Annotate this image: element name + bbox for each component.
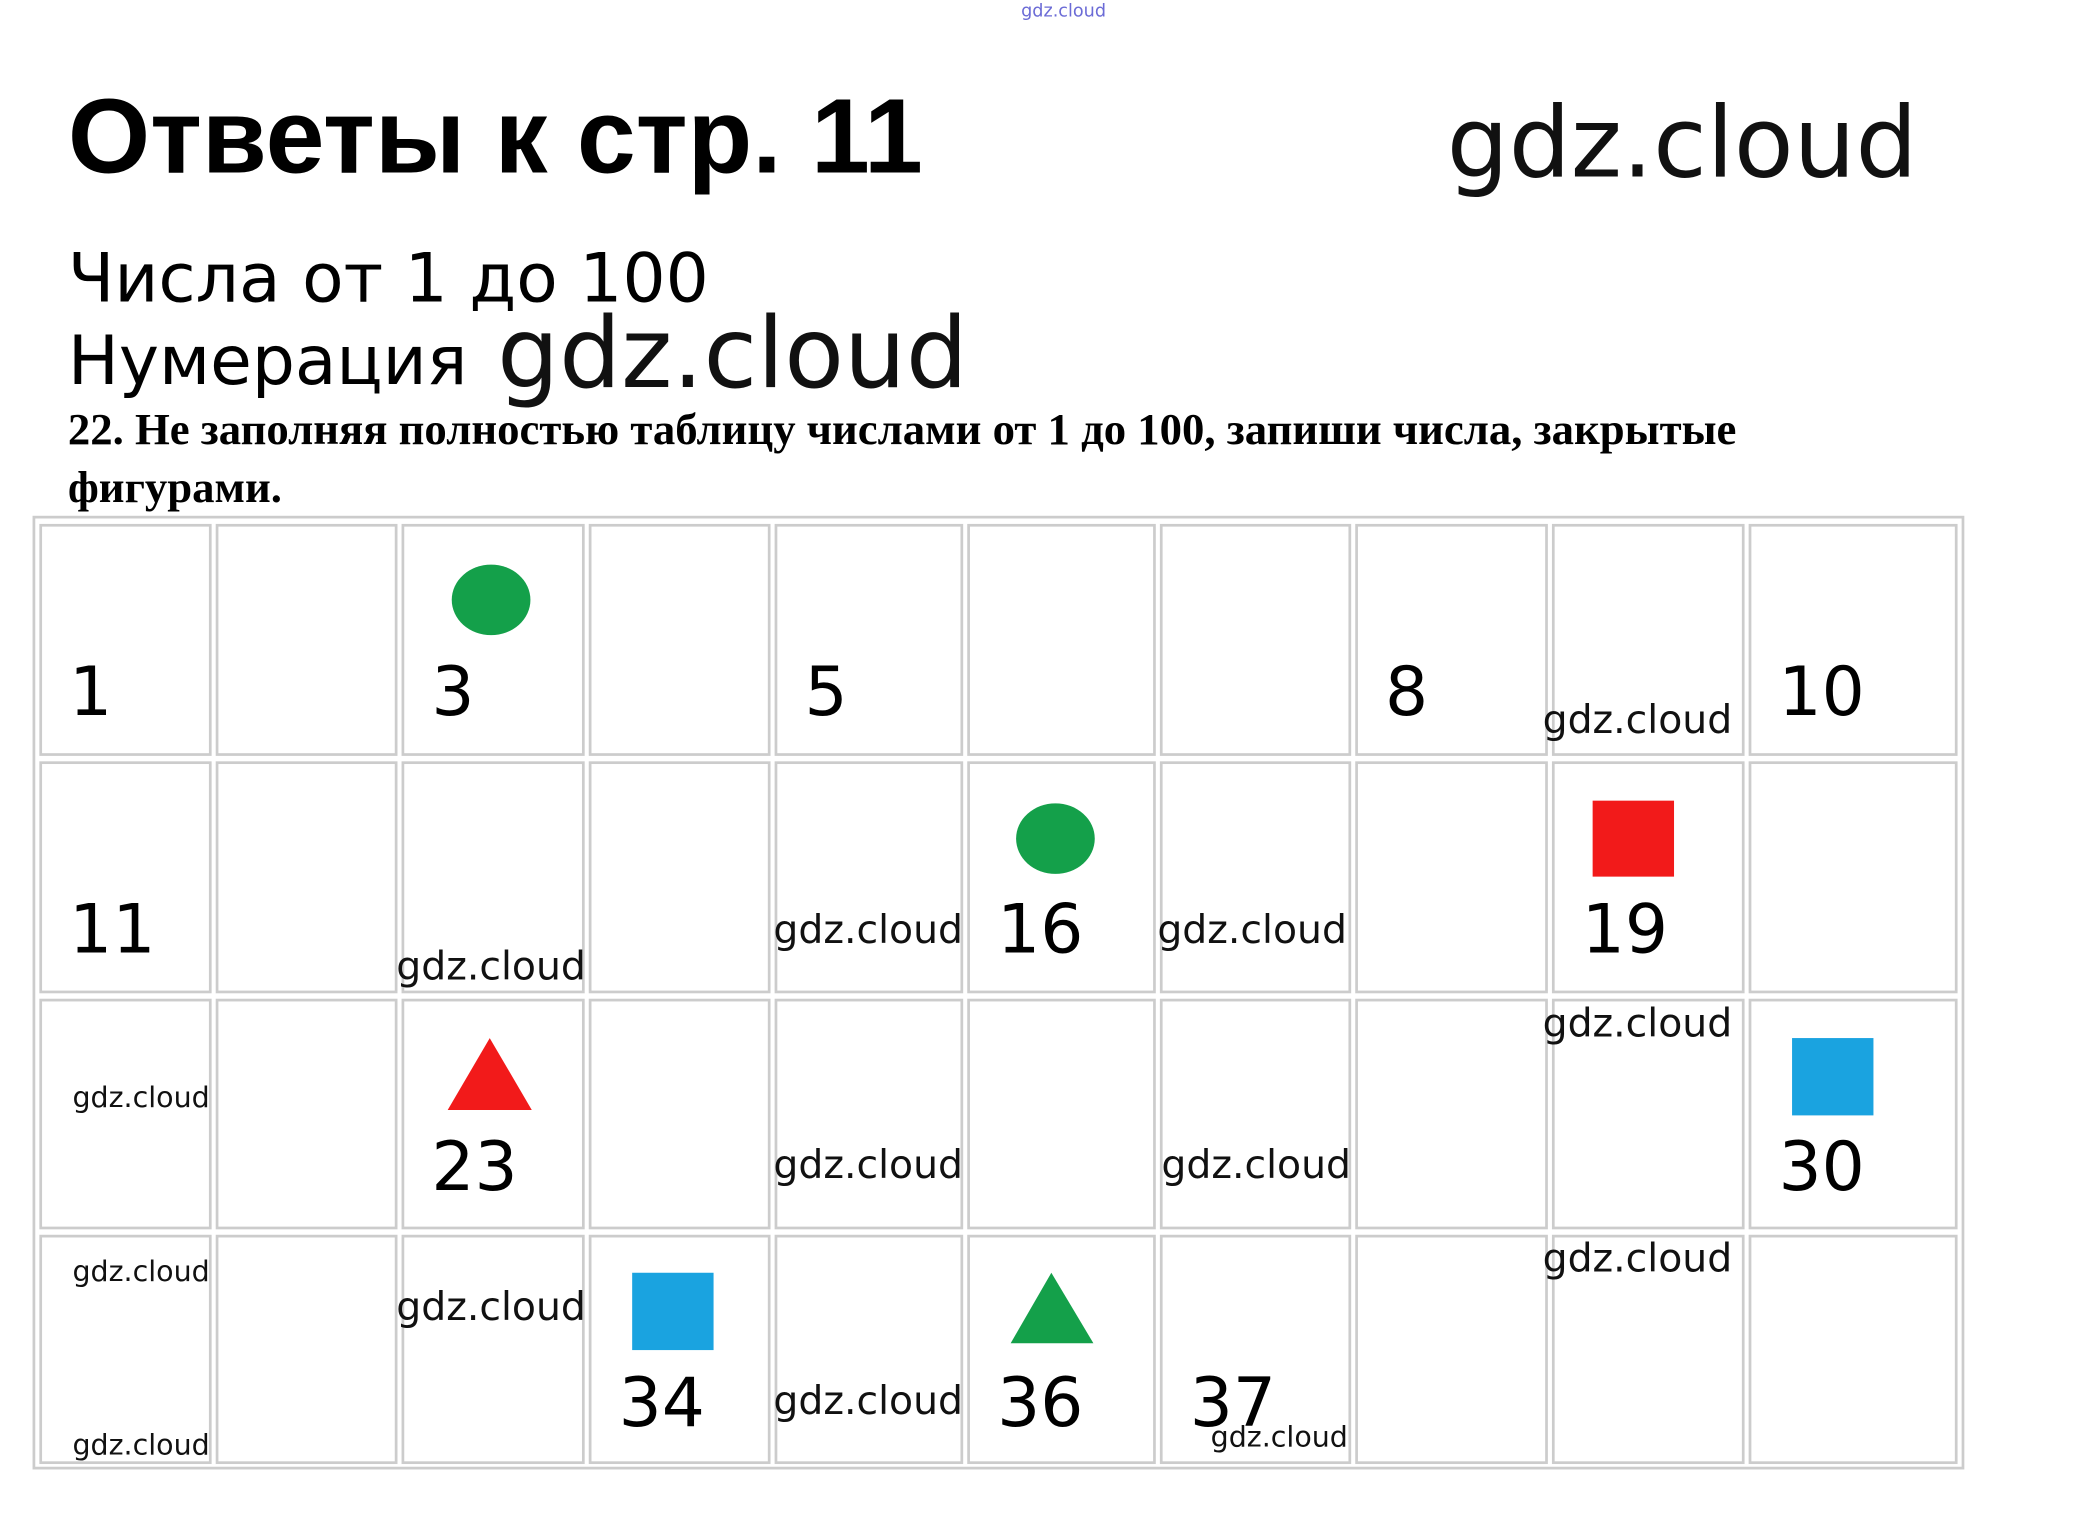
cell xyxy=(588,761,771,994)
cell-number: 19 xyxy=(1582,890,1668,969)
cell xyxy=(39,1234,212,1465)
watermark: gdz.cloud xyxy=(1543,1001,1733,1047)
watermark: gdz.cloud xyxy=(773,907,963,953)
cell xyxy=(1748,1234,1958,1465)
cell xyxy=(1159,1234,1352,1465)
watermark: gdz.cloud xyxy=(396,1284,586,1330)
task-line: фигурами. xyxy=(68,462,282,512)
cell xyxy=(774,1234,964,1465)
table: 1 3 5 8 10 11 16 19 23 30 34 36 37 xyxy=(39,523,1958,1465)
cell xyxy=(39,761,212,994)
square xyxy=(1792,1038,1874,1116)
cell-number: 37 xyxy=(1190,1363,1276,1442)
watermark: gdz.cloud xyxy=(773,1142,963,1188)
cell xyxy=(401,998,585,1230)
cell xyxy=(39,523,212,756)
cell xyxy=(1355,998,1548,1230)
cell-number: 5 xyxy=(804,652,847,731)
watermark: gdz.cloud xyxy=(497,297,968,411)
watermark: gdz.cloud xyxy=(72,1429,209,1462)
watermark: gdz.cloud xyxy=(1543,1235,1733,1281)
cell-number: 11 xyxy=(69,890,155,969)
cell xyxy=(1551,761,1745,994)
shapes xyxy=(447,564,1874,1351)
cell xyxy=(1355,761,1548,994)
cell xyxy=(774,761,964,994)
cell xyxy=(1551,998,1745,1230)
cell xyxy=(774,998,964,1230)
cell xyxy=(1551,523,1745,756)
cell xyxy=(1748,761,1958,994)
cell xyxy=(1159,761,1352,994)
cell xyxy=(967,761,1156,994)
title: Ответы к стр. 11 xyxy=(68,78,923,196)
cell xyxy=(588,523,771,756)
cell xyxy=(1159,998,1352,1230)
cell-number: 3 xyxy=(431,652,474,731)
watermark: gdz.cloud xyxy=(1021,2,1106,22)
cell xyxy=(1159,523,1352,756)
watermark: gdz.cloud xyxy=(1211,1420,1348,1453)
circle xyxy=(451,564,531,636)
triangle xyxy=(1010,1272,1094,1344)
square xyxy=(1592,800,1675,877)
watermark: gdz.cloud xyxy=(773,1378,963,1424)
cell xyxy=(588,998,771,1230)
cell xyxy=(401,523,585,756)
watermark: gdz.cloud xyxy=(72,1255,209,1288)
cell xyxy=(401,761,585,994)
cell xyxy=(1551,1234,1745,1465)
cell-number: 10 xyxy=(1778,652,1864,731)
cell xyxy=(774,523,964,756)
cell-number: 1 xyxy=(69,652,112,731)
cell xyxy=(1748,523,1958,756)
watermark: gdz.cloud xyxy=(1157,907,1347,953)
cell xyxy=(215,523,398,756)
watermark: gdz.cloud xyxy=(1543,697,1733,743)
watermark: gdz.cloud xyxy=(72,1081,209,1114)
cell-number: 23 xyxy=(431,1127,517,1206)
cell xyxy=(1355,523,1548,756)
cell xyxy=(215,1234,398,1465)
watermarks: gdz.cloud gdz.cloud gdz.cloud gdz.cloud gdz.… xyxy=(72,2,1917,1462)
triangle xyxy=(447,1038,532,1110)
cell-number: 8 xyxy=(1385,652,1428,731)
cell-number: 16 xyxy=(997,890,1083,969)
cell xyxy=(215,761,398,994)
cell xyxy=(215,998,398,1230)
section: Нумерация xyxy=(68,321,468,400)
cell xyxy=(39,998,212,1230)
cell-number: 36 xyxy=(997,1363,1083,1442)
task-line: 22. Не заполняя полностью таблицу числам… xyxy=(68,404,1737,454)
cell xyxy=(1355,1234,1548,1465)
watermark: gdz.cloud xyxy=(1447,87,1918,201)
cell xyxy=(967,523,1156,756)
cell xyxy=(401,1234,585,1465)
cell-number: 34 xyxy=(619,1363,705,1442)
cell xyxy=(967,1234,1156,1465)
watermark: gdz.cloud xyxy=(396,944,586,990)
cell xyxy=(967,998,1156,1230)
circle xyxy=(1016,803,1095,874)
square xyxy=(632,1272,714,1351)
table-border xyxy=(32,515,1965,1470)
cell-number: 30 xyxy=(1778,1127,1864,1206)
subtitle: Числа от 1 до 100 xyxy=(68,238,709,317)
watermark: gdz.cloud xyxy=(1161,1142,1351,1188)
